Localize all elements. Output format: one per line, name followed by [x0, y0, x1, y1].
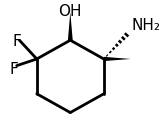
Text: NH₂: NH₂	[132, 18, 160, 33]
Polygon shape	[68, 12, 73, 40]
Text: F: F	[13, 34, 21, 49]
Text: OH: OH	[59, 4, 82, 19]
Polygon shape	[104, 57, 131, 61]
Text: F: F	[10, 62, 19, 77]
